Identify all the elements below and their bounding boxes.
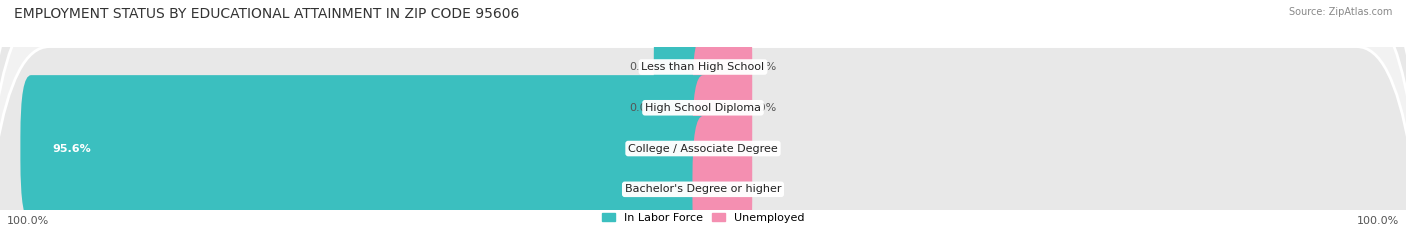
Text: 0.0%: 0.0% xyxy=(628,103,657,113)
Text: Bachelor's Degree or higher: Bachelor's Degree or higher xyxy=(624,184,782,194)
Legend: In Labor Force, Unemployed: In Labor Force, Unemployed xyxy=(598,209,808,227)
Text: 0.0%: 0.0% xyxy=(749,144,778,154)
Text: College / Associate Degree: College / Associate Degree xyxy=(628,144,778,154)
FancyBboxPatch shape xyxy=(693,75,752,222)
Text: High School Diploma: High School Diploma xyxy=(645,103,761,113)
FancyBboxPatch shape xyxy=(21,75,713,222)
Text: 100.0%: 100.0% xyxy=(1357,216,1399,226)
FancyBboxPatch shape xyxy=(654,116,713,233)
FancyBboxPatch shape xyxy=(693,0,752,140)
Text: Source: ZipAtlas.com: Source: ZipAtlas.com xyxy=(1288,7,1392,17)
Text: EMPLOYMENT STATUS BY EDUCATIONAL ATTAINMENT IN ZIP CODE 95606: EMPLOYMENT STATUS BY EDUCATIONAL ATTAINM… xyxy=(14,7,519,21)
Text: 95.6%: 95.6% xyxy=(52,144,91,154)
Text: 0.0%: 0.0% xyxy=(749,103,778,113)
Text: 100.0%: 100.0% xyxy=(7,216,49,226)
FancyBboxPatch shape xyxy=(693,116,752,233)
Text: 0.0%: 0.0% xyxy=(628,184,657,194)
FancyBboxPatch shape xyxy=(654,0,713,140)
FancyBboxPatch shape xyxy=(693,34,752,181)
FancyBboxPatch shape xyxy=(654,34,713,181)
Text: Less than High School: Less than High School xyxy=(641,62,765,72)
Text: 0.0%: 0.0% xyxy=(749,62,778,72)
Text: 0.0%: 0.0% xyxy=(628,62,657,72)
Text: 0.0%: 0.0% xyxy=(749,184,778,194)
